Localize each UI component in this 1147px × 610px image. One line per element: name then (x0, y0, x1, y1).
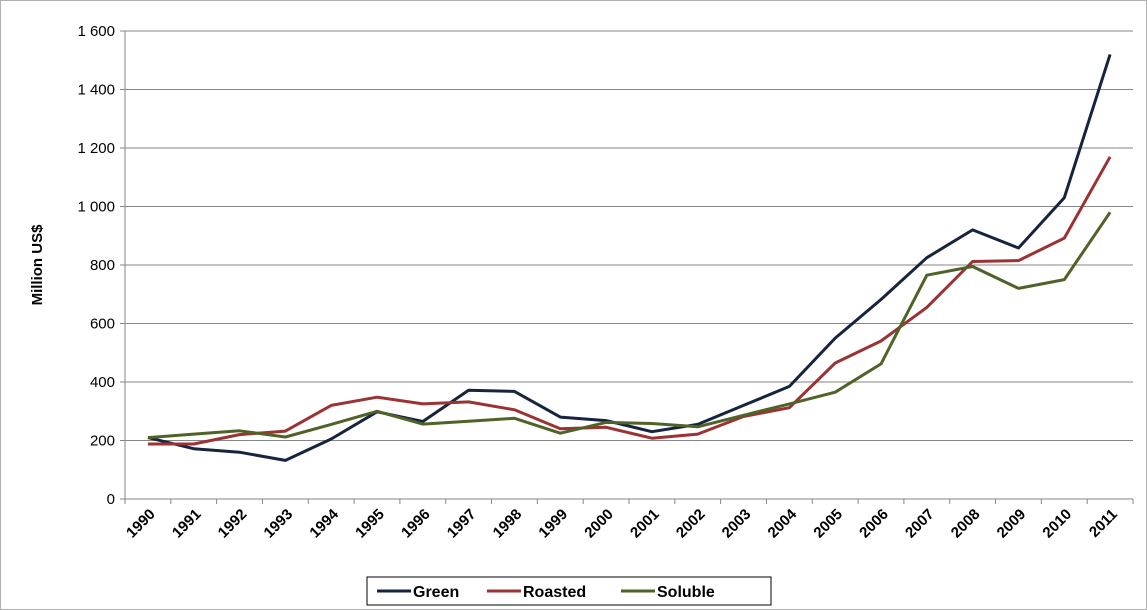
y-tick-label: 1 200 (77, 140, 115, 157)
y-tick-labels: 0 200 400 600 800 1 000 1 200 1 400 1 600 (77, 23, 115, 508)
legend: Green Roasted Soluble (366, 576, 772, 606)
y-tick-label: 1 400 (77, 82, 115, 99)
legend-label-soluble: Soluble (657, 584, 715, 601)
axes (120, 30, 1134, 504)
y-tick-label: 1 000 (77, 199, 115, 216)
y-tick-label: 1 600 (77, 23, 115, 40)
series-line-soluble (147, 211, 1112, 440)
y-tick-label: 600 (90, 316, 115, 333)
series-line-green (147, 53, 1112, 462)
y-tick-label: 400 (90, 374, 115, 391)
series-line-roasted (147, 156, 1112, 446)
y-tick-label: 800 (90, 257, 115, 274)
legend-label-roasted: Roasted (523, 584, 586, 601)
y-tick-label: 200 (90, 433, 115, 450)
legend-label-green: Green (413, 584, 459, 601)
gridlines (125, 30, 1133, 441)
y-tick-label: 0 (107, 491, 115, 508)
legend-box (366, 576, 772, 606)
y-axis-title: Million US$ (29, 224, 46, 305)
series-lines (147, 53, 1112, 462)
